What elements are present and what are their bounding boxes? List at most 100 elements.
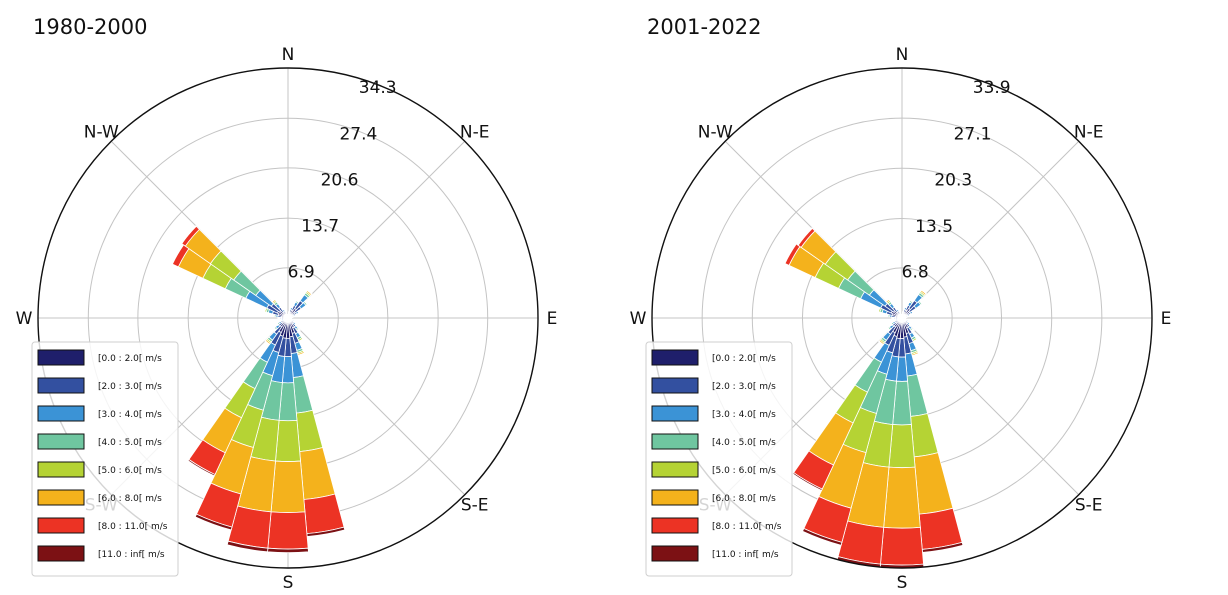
legend-entry-label: [4.0 : 5.0[ m/s [712,438,776,448]
radial-tick-label: 13.7 [301,217,339,237]
wind-bar-segment [910,412,939,458]
legend-swatch [651,405,699,422]
grid-spoke [287,140,466,319]
grid-spoke [901,317,1080,496]
wind-bar-segment [908,314,911,317]
wind-bar-segment [180,225,197,245]
wind-bar-segment [291,316,294,319]
wind-bar-segment [784,243,801,266]
legend-box [645,341,793,577]
legend-entry-label: [8.0 : 11.0[ m/s [98,522,168,532]
windrose-panel-1980-2000: 1980-20006.913.720.627.434.3NN-EES-ESS-W… [16,15,558,593]
wind-bar-segment [912,309,916,313]
legend-entry-label: [5.0 : 6.0[ m/s [98,466,162,476]
direction-label: E [547,309,558,329]
wind-bar-segment [884,298,890,303]
legend-swatch [651,545,699,562]
legend-entry-label: [6.0 : 8.0[ m/s [712,494,776,504]
wind-bar-segment [792,472,823,491]
legend: [0.0 : 2.0[ m/s [2.0 : 3.0[ m/s [3.0 : 4.0… [31,341,179,577]
direction-label: N-E [460,122,490,142]
wind-bar-segment [304,299,310,305]
wind-bar-segment [306,289,313,295]
radial-tick-label: 20.6 [321,170,359,190]
wind-bar-segment [918,507,963,550]
legend-entry-label: [11.0 : inf[ m/s [98,550,165,560]
legend-entry-label: [2.0 : 3.0[ m/s [712,382,776,392]
wind-bar-segment [894,306,898,310]
wind-bar-segment [899,312,902,315]
windrose-panel-2001-2022: 2001-20226.813.520.327.133.9NN-EES-ESS-W… [614,0,1228,595]
legend-entry-label: [0.0 : 2.0[ m/s [98,354,162,364]
windrose-svg: 1980-20006.913.720.627.434.3NN-EES-ESS-W… [16,15,558,593]
wind-bar-segment [267,547,309,554]
direction-label: N-E [1074,122,1104,142]
wind-bar-segment [920,289,928,295]
wind-bar-segment [303,493,345,535]
wind-bar-segment [280,306,284,310]
grid-spoke [901,140,1080,319]
wind-bar-segment [226,540,269,553]
legend: [0.0 : 2.0[ m/s [2.0 : 3.0[ m/s [3.0 : 4.0… [645,341,793,577]
chart-title: 1980-2000 [33,15,147,39]
wind-bar-segment [885,328,890,333]
legend-entry-label: [0.0 : 2.0[ m/s [712,354,776,364]
legend-entry-label: [11.0 : inf[ m/s [712,550,779,560]
wind-bar-segment [270,298,276,303]
wind-bar-segment [299,447,336,500]
legend-swatch [37,377,85,394]
wind-bar-segment [883,466,921,529]
direction-label: S-E [1075,496,1103,516]
windrose-bars [784,227,964,570]
legend-entry-label: [5.0 : 6.0[ m/s [712,466,776,476]
radial-tick-label: 6.9 [288,263,315,283]
legend-entry-label: [3.0 : 4.0[ m/s [98,410,162,420]
legend-swatch [37,461,85,478]
legend-swatch [651,489,699,506]
wind-bar-segment [275,322,279,327]
radial-tick-label: 20.3 [934,171,972,191]
direction-label: N-W [84,122,119,142]
wind-bar-segment [796,227,813,246]
direction-label: S [283,573,294,593]
legend-entry-label: [8.0 : 11.0[ m/s [712,522,782,532]
wind-bar-segment [285,312,288,315]
wind-bar-segment [298,309,302,313]
direction-label: W [16,309,33,329]
wind-bar-segment [271,327,276,332]
direction-label: W [630,309,647,329]
radial-tick-label: 6.8 [902,263,929,283]
legend-swatch [651,377,699,394]
legend-swatch [37,517,85,534]
wind-bar-segment [267,511,309,550]
windrose-svg: 2001-20226.813.520.327.133.9NN-EES-ESS-W… [630,15,1172,593]
wind-bar-segment [913,452,954,515]
legend-entry-label: [4.0 : 5.0[ m/s [98,438,162,448]
wind-bar-segment [919,298,925,304]
legend-swatch [651,433,699,450]
radial-tick-label: 33.9 [973,78,1011,98]
legend-swatch [37,405,85,422]
legend-entry-label: [2.0 : 3.0[ m/s [98,382,162,392]
radial-tick-label: 34.3 [359,78,397,98]
grid-spoke [287,317,466,496]
direction-label: N [896,45,909,65]
legend-swatch [37,489,85,506]
wind-bar-segment [194,513,233,531]
direction-label: S-E [461,496,489,516]
radial-tick-label: 13.5 [915,217,953,237]
wind-bar-segment [187,458,216,477]
wind-bar-segment [294,314,297,317]
radial-tick-label: 27.4 [339,125,377,145]
wind-bar-segment [888,424,916,469]
wind-bar-segment [295,409,324,453]
direction-label: S [897,573,908,593]
legend-box [31,341,179,577]
wind-bar-segment [900,313,903,316]
legend-swatch [651,517,699,534]
wind-bar-segment [880,526,924,566]
wind-bar-segment [270,460,306,514]
legend-swatch [37,433,85,450]
wind-bar-segment [877,340,884,346]
wind-bar-segment [889,322,893,327]
